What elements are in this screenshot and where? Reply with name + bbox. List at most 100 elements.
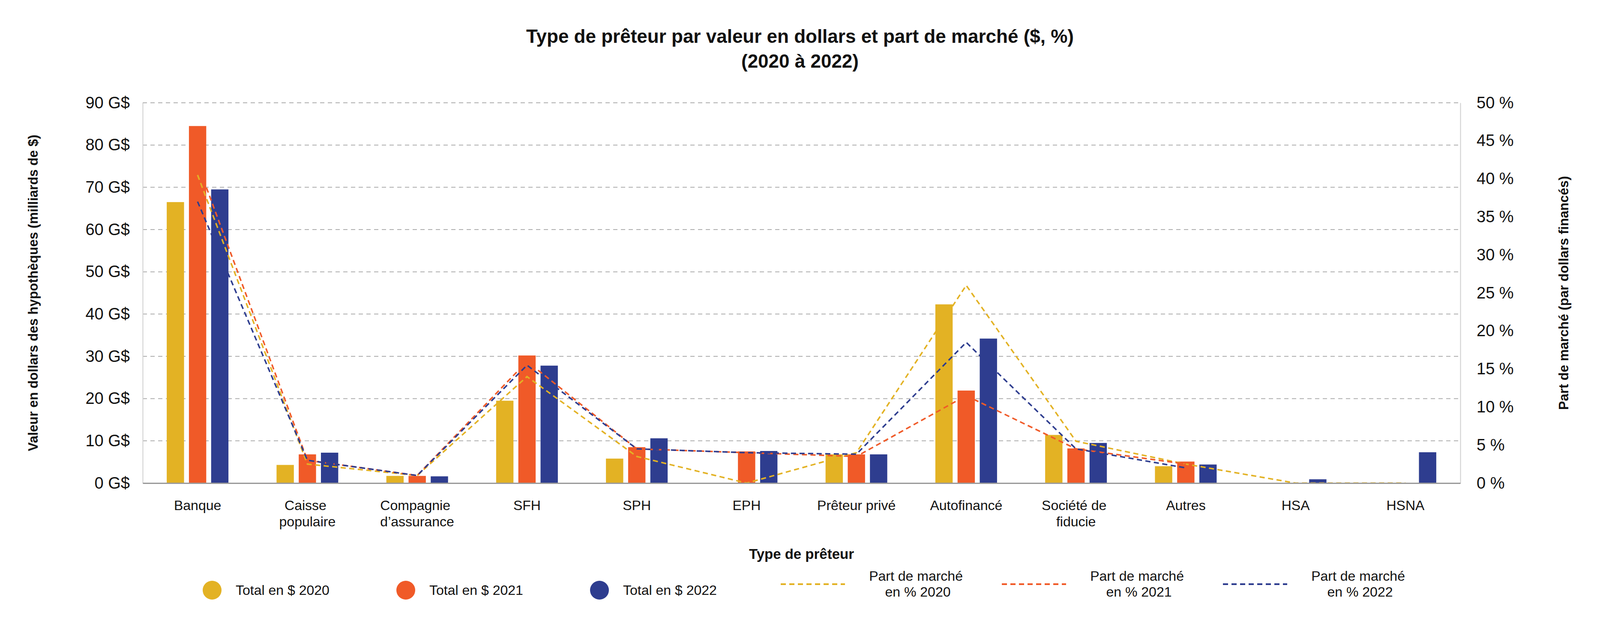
bar [1418,452,1436,484]
tick: 10 G$ [85,431,143,450]
legend-label: Total en $ 2022 [623,582,717,599]
tick: 50 G$ [85,262,143,281]
tick: 5 % [1460,436,1505,455]
tick-label: Société de fiducie [1041,497,1111,530]
bar [188,125,207,484]
x-axis: Banque Caisse populaire Compagnie d’assura… [143,483,1461,530]
bar [408,476,426,484]
legend-marker [590,581,609,600]
bar-series [188,125,1195,484]
grid-line [142,440,1461,442]
x-axis-title: Type de prêteur [749,546,854,563]
y2-axis-title: Part de marché (par dollars financés) [1556,176,1572,411]
grid-line [142,186,1461,188]
bar [847,454,865,484]
tick-label: Autres [1165,497,1206,514]
tick: 20 % [1460,321,1514,340]
tick: 40 G$ [85,305,143,324]
tick-label: 10 G$ [85,431,130,450]
tick: 35 % [1460,207,1514,226]
tick-label: 35 % [1476,207,1514,226]
legend-marker [1001,583,1067,586]
tick-label: 20 G$ [85,389,130,408]
tick: 15 % [1460,359,1514,378]
legend-marker [1222,583,1288,586]
tick: Caisse populaire [279,483,336,530]
tick-label: 80 G$ [85,135,130,154]
plot-area [166,125,1437,484]
tick-label: 50 G$ [85,262,130,281]
tick: Société de fiducie [1041,483,1111,530]
tick: Banque [173,483,222,514]
subtitle: (2020 à 2022) [741,50,859,72]
bar-series [211,189,1437,484]
bar [825,454,843,484]
tick: 50 % [1460,93,1514,112]
legend-item: Total en $ 2022 [590,581,717,600]
tick-label: Compagnie d’assurance [380,497,455,530]
bar [1154,466,1172,484]
tick-label: 90 G$ [85,93,130,112]
grid [142,102,1461,441]
bar [605,458,624,484]
tick: 40 % [1460,169,1514,188]
bar [386,476,404,484]
legend-label: Part de marché en % 2020 [868,568,967,600]
grid-line [142,144,1461,146]
title: Type de prêteur par valeur en dollars et… [526,25,1074,47]
tick: Autofinancé [929,483,1003,514]
bar [1045,435,1063,484]
x-axis-line [143,482,1461,485]
tick-label: Autofinancé [929,497,1003,514]
chart: Type de prêteur par valeur en dollars et… [0,0,1600,627]
tick-label: Banque [173,497,222,514]
tick-label: 20 % [1476,321,1514,340]
tick: Compagnie d’assurance [380,483,455,530]
legend-item: Total en $ 2020 [202,581,330,600]
y-axis-line [142,103,144,484]
line [197,201,1186,476]
bar [979,338,997,484]
tick: 80 G$ [85,135,143,154]
tick-label: HSNA [1386,497,1425,514]
tick: 70 G$ [85,178,143,197]
tick-label: 45 % [1476,131,1514,150]
bar [869,454,887,484]
tick-label: 40 % [1476,169,1514,188]
tick-label: Caisse populaire [279,497,336,530]
legend-marker [396,581,416,600]
bar [430,476,448,484]
tick-label: 50 % [1476,93,1514,112]
grid-line [142,102,1461,104]
legend-label: Part de marché en % 2022 [1311,568,1409,600]
line [197,175,1406,484]
tick-label: 15 % [1476,359,1514,378]
y-axis-title: Valeur en dollars des hypothèques (milli… [25,134,41,452]
legend-item: Part de marché en % 2022 [1222,568,1409,600]
grid-line [142,229,1461,231]
bar [935,304,953,484]
tick-label: 10 % [1476,398,1514,417]
tick: 60 G$ [85,220,143,239]
bar [1067,448,1085,484]
legend-label: Total en $ 2021 [429,582,524,599]
legend-marker [780,583,845,586]
tick: 30 G$ [85,347,143,366]
tick: Autres [1165,483,1206,514]
tick: 0 % [1460,474,1505,493]
y2-axis: 0 %5 %10 %15 %20 %25 %30 %35 %40 %45 %50… [1460,93,1514,493]
tick-label: SPH [622,497,651,514]
tick-label: SFH [513,497,541,514]
legend-label: Total en $ 2020 [235,582,330,599]
tick: 10 % [1460,398,1514,417]
bar [298,454,316,484]
tick: SFH [513,483,541,514]
tick: 30 % [1460,245,1514,264]
y2-axis-line [1460,103,1462,484]
bar [166,202,184,484]
tick-label: 0 G$ [94,474,130,493]
tick: SPH [622,483,651,514]
tick-label: 0 % [1476,474,1505,493]
tick: 45 % [1460,131,1514,150]
legend-item: Total en $ 2021 [396,581,524,600]
